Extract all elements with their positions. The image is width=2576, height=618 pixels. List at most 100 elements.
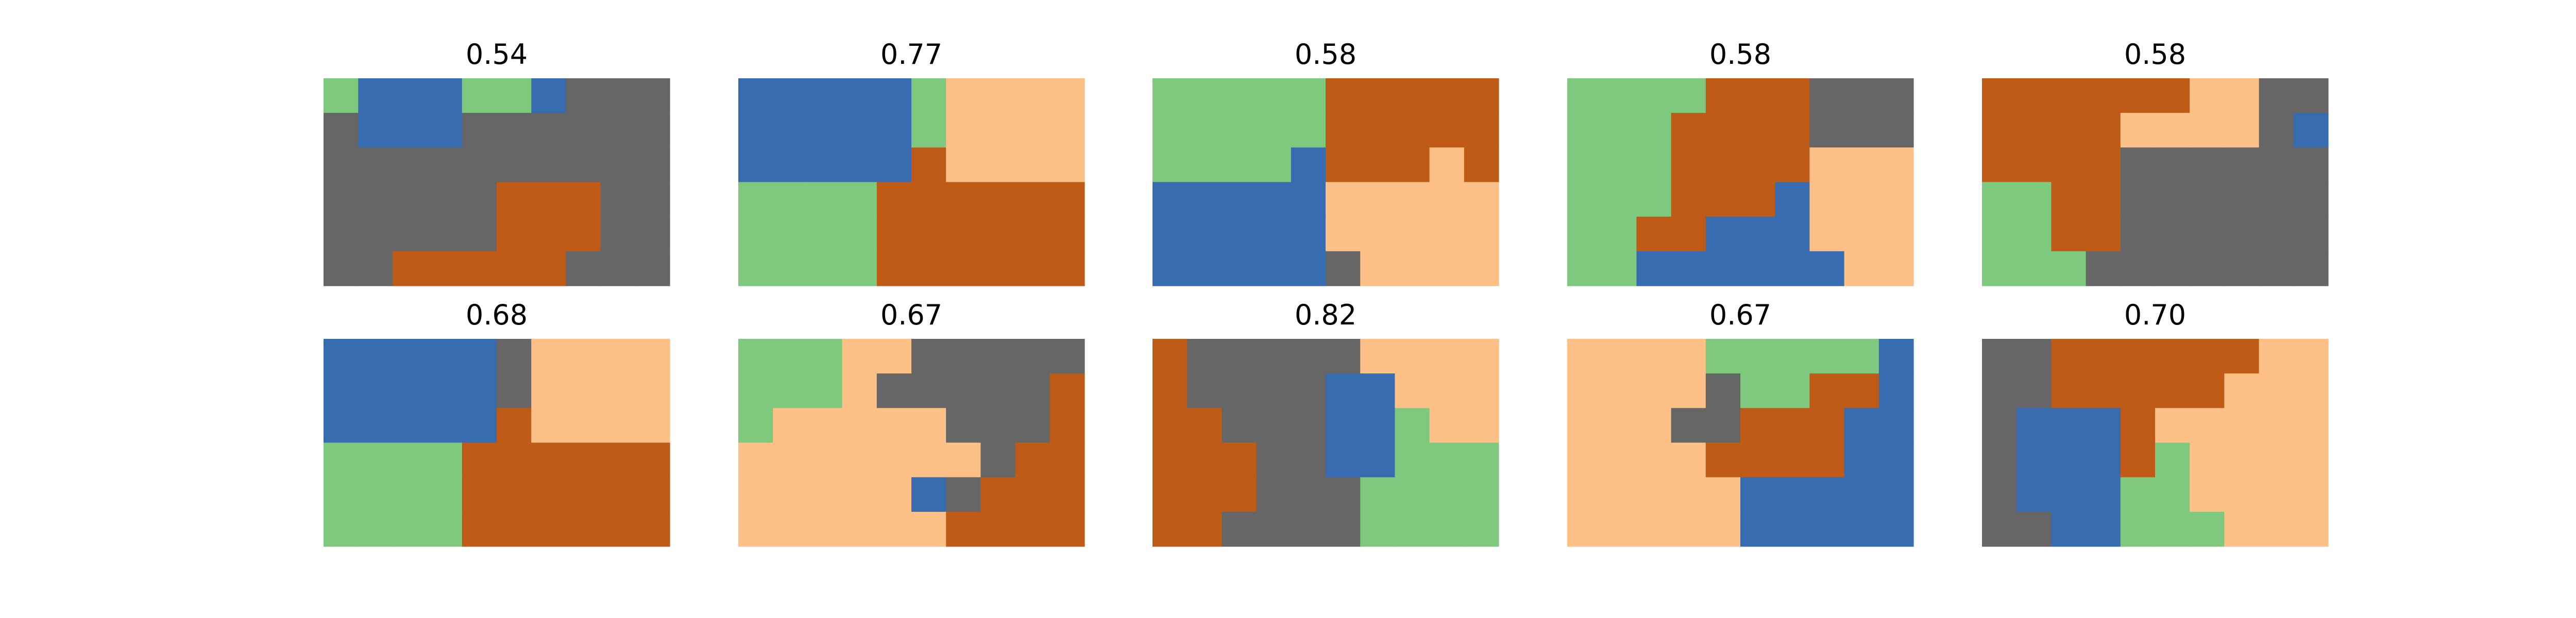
heatmap-cell: [1602, 113, 1637, 148]
heatmap-cell: [531, 182, 566, 217]
heatmap-cell: [566, 408, 601, 443]
heatmap-panel-7: 0.67: [738, 299, 1085, 547]
heatmap-cell: [1567, 113, 1602, 148]
heatmap-cell: [1153, 373, 1188, 408]
heatmap-cell: [1464, 182, 1499, 217]
heatmap-cell: [1740, 78, 1775, 113]
heatmap-cell: [358, 339, 393, 374]
heatmap-cell: [427, 373, 463, 408]
heatmap-cell: [1705, 408, 1741, 443]
heatmap-cell: [358, 511, 393, 547]
heatmap-cell: [2190, 511, 2225, 547]
heatmap-cell: [807, 78, 843, 113]
heatmap-cell: [566, 251, 601, 286]
heatmap-cell: [1153, 408, 1188, 443]
heatmap-cell: [876, 147, 912, 183]
panel-title: 0.67: [1709, 299, 1771, 331]
heatmap-panel-3: 0.58: [1153, 38, 1499, 286]
heatmap-cell: [1878, 373, 1914, 408]
heatmap-cell: [773, 373, 808, 408]
heatmap-cell: [566, 182, 601, 217]
heatmap-cell: [1671, 251, 1706, 286]
heatmap-cell: [2293, 251, 2329, 286]
heatmap-cell: [1809, 339, 1845, 374]
heatmap-cell: [1567, 339, 1602, 374]
heatmap-cell: [1049, 216, 1085, 252]
heatmap-cell: [393, 442, 428, 478]
heatmap-cell: [876, 373, 912, 408]
heatmap-cell: [738, 147, 773, 183]
heatmap-cell: [2190, 147, 2225, 183]
heatmap-cell: [1049, 442, 1085, 478]
heatmap-cell: [842, 373, 877, 408]
heatmap-cell: [393, 373, 428, 408]
heatmap-cell: [807, 251, 843, 286]
heatmap-cell: [2016, 147, 2052, 183]
heatmap-cell: [1326, 408, 1361, 443]
heatmap-cell: [1740, 511, 1775, 547]
heatmap-cell: [1602, 147, 1637, 183]
heatmap-cell: [566, 216, 601, 252]
heatmap-cell: [946, 408, 981, 443]
heatmap-cell: [946, 147, 981, 183]
heatmap-cell: [1844, 78, 1879, 113]
heatmap-cell: [324, 408, 359, 443]
heatmap-cell: [1291, 373, 1326, 408]
heatmap-cell: [2120, 182, 2156, 217]
heatmap-cell: [1153, 113, 1188, 148]
heatmap-cell: [2120, 511, 2156, 547]
heatmap-cell: [600, 182, 636, 217]
heatmap-panel-5: 0.58: [1982, 38, 2329, 286]
heatmap-cell: [1326, 339, 1361, 374]
heatmap-cell: [1395, 442, 1430, 478]
heatmap-cell: [1705, 511, 1741, 547]
heatmap-cell: [911, 511, 946, 547]
heatmap-cell: [1429, 511, 1465, 547]
heatmap-cell: [635, 216, 670, 252]
heatmap-cell: [1740, 182, 1775, 217]
heatmap-cell: [1360, 251, 1395, 286]
heatmap-cell: [1636, 511, 1672, 547]
heatmap-cell: [911, 113, 946, 148]
heatmap-cell: [911, 339, 946, 374]
heatmap-cell: [1844, 113, 1879, 148]
heatmap-cell: [1187, 477, 1222, 512]
heatmap-cell: [2120, 339, 2156, 374]
heatmap-cell: [462, 511, 497, 547]
heatmap-cell: [1671, 182, 1706, 217]
heatmap-cell: [911, 373, 946, 408]
heatmap-cell: [1015, 147, 1050, 183]
heatmap-cell: [773, 251, 808, 286]
heatmap-cell: [531, 147, 566, 183]
heatmap-cell: [1982, 477, 2017, 512]
heatmap-cell: [427, 477, 463, 512]
heatmap-cell: [600, 78, 636, 113]
heatmap-cell: [2016, 78, 2052, 113]
heatmap-cell: [1809, 147, 1845, 183]
heatmap-cell: [427, 442, 463, 478]
heatmap-cell: [842, 182, 877, 217]
heatmap-cell: [2155, 373, 2190, 408]
heatmap-cell: [1705, 442, 1741, 478]
heatmap-cell: [1187, 408, 1222, 443]
heatmap-cell: [1878, 216, 1914, 252]
heatmap-cell: [911, 251, 946, 286]
heatmap-cell: [427, 408, 463, 443]
heatmap-cell: [2293, 442, 2329, 478]
heatmap-cell: [531, 113, 566, 148]
heatmap-cell: [1429, 339, 1465, 374]
heatmap-cell: [1567, 147, 1602, 183]
heatmap-cell: [2259, 182, 2294, 217]
heatmap-cell: [497, 477, 532, 512]
heatmap-cell: [2259, 408, 2294, 443]
heatmap-cell: [2293, 113, 2329, 148]
heatmap-cell: [1636, 78, 1672, 113]
heatmap-cell: [1809, 442, 1845, 478]
heatmap-cell: [427, 251, 463, 286]
heatmap-cell: [2224, 216, 2260, 252]
heatmap-cell: [2120, 477, 2156, 512]
heatmap-cell: [1982, 113, 2017, 148]
heatmap-cell: [2016, 511, 2052, 547]
heatmap-cell: [462, 78, 497, 113]
heatmap-cell: [876, 113, 912, 148]
